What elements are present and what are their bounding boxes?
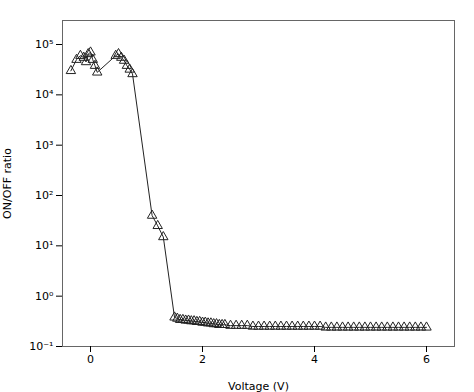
svg-text:Voltage (V): Voltage (V) [228,380,289,392]
svg-text:2: 2 [199,353,206,366]
svg-text:10⁴: 10⁴ [35,88,54,101]
svg-text:0: 0 [87,353,94,366]
svg-text:10¹: 10¹ [35,239,53,252]
svg-text:10²: 10² [35,189,53,202]
svg-text:10⁵: 10⁵ [35,38,53,51]
svg-text:ON/OFF ratio: ON/OFF ratio [1,148,14,219]
svg-text:10⁰: 10⁰ [35,290,54,303]
svg-text:6: 6 [423,353,430,366]
svg-text:10⁻¹: 10⁻¹ [29,340,53,353]
svg-text:10³: 10³ [35,139,53,152]
svg-text:4: 4 [311,353,318,366]
